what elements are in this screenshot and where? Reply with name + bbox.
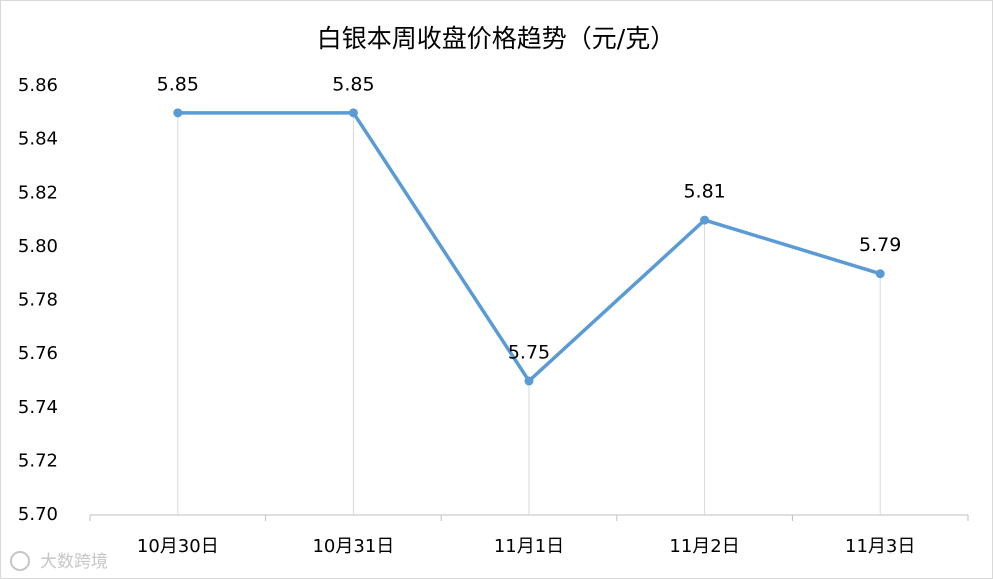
y-tick-label: 5.86 bbox=[18, 75, 58, 96]
y-tick-label: 5.72 bbox=[18, 450, 58, 471]
x-tick-label: 11月1日 bbox=[494, 536, 564, 557]
watermark-text: 大数跨境 bbox=[40, 552, 108, 572]
y-tick-label: 5.80 bbox=[18, 236, 58, 257]
data-label: 5.75 bbox=[508, 341, 550, 363]
x-tick-label: 11月2日 bbox=[669, 536, 739, 557]
data-point bbox=[700, 215, 710, 225]
x-tick-label: 11月3日 bbox=[845, 536, 915, 557]
data-point bbox=[348, 108, 358, 118]
data-label: 5.81 bbox=[683, 181, 725, 203]
y-tick-label: 5.70 bbox=[18, 504, 58, 525]
chart-title: 白银本周收盘价格趋势（元/克） bbox=[317, 24, 675, 53]
watermark-icon bbox=[10, 551, 30, 571]
data-point bbox=[173, 108, 183, 118]
data-label: 5.85 bbox=[332, 73, 374, 95]
data-point bbox=[524, 376, 534, 386]
data-point bbox=[875, 269, 885, 279]
y-tick-label: 5.78 bbox=[18, 290, 58, 311]
x-tick-label: 10月31日 bbox=[312, 536, 394, 557]
y-tick-label: 5.76 bbox=[18, 343, 58, 364]
y-tick-label: 5.84 bbox=[18, 129, 58, 150]
y-tick-label: 5.82 bbox=[18, 182, 58, 203]
data-label: 5.79 bbox=[859, 234, 901, 256]
y-tick-label: 5.74 bbox=[18, 397, 58, 418]
data-label: 5.85 bbox=[157, 73, 199, 95]
watermark: 大数跨境 bbox=[10, 551, 108, 572]
x-tick-label: 10月30日 bbox=[137, 536, 219, 557]
